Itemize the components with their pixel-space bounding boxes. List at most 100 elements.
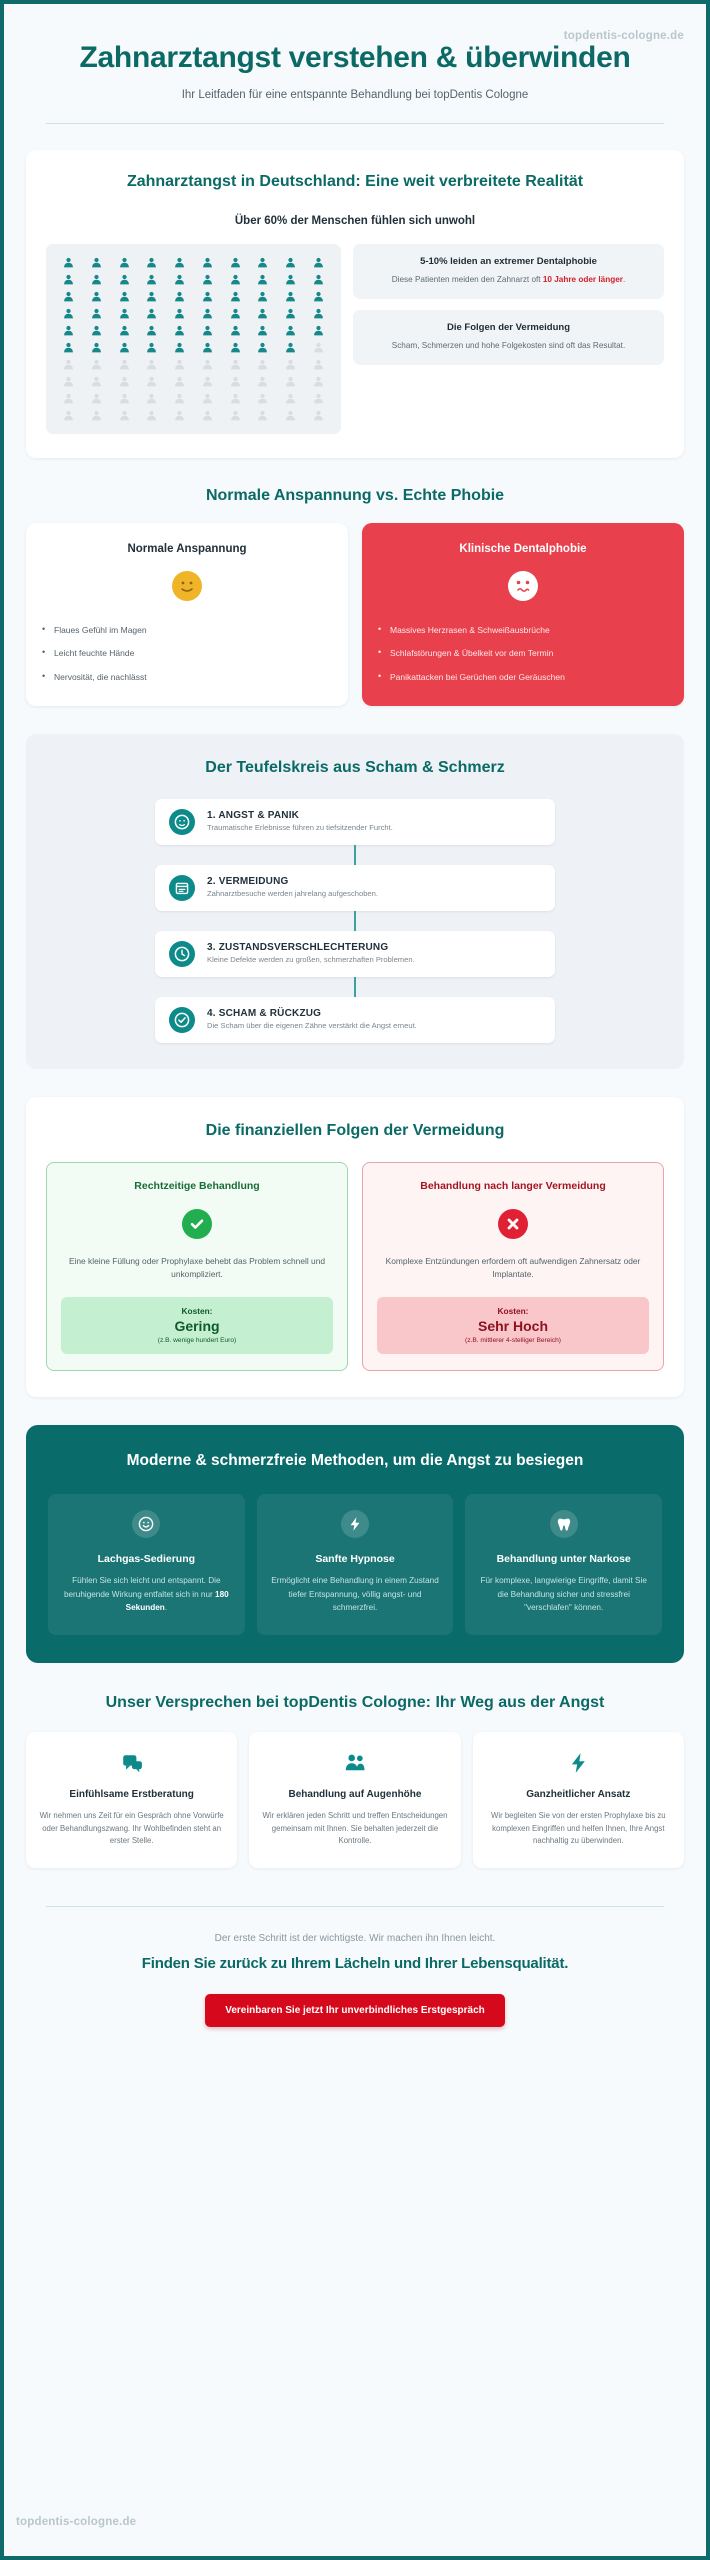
financial-delayed-cost-note: (z.B. mittlerer 4-stelliger Bereich) xyxy=(465,1336,561,1344)
cycle-step[interactable]: 1. ANGST & PANIK Traumatische Erlebnisse … xyxy=(155,798,555,845)
person-icon-muted xyxy=(146,393,157,404)
cycle-section: Der Teufelskreis aus Scham & Schmerz 1. … xyxy=(26,733,684,1069)
person-icon-highlighted xyxy=(285,291,296,302)
person-icon-highlighted xyxy=(313,257,324,268)
person-icon-muted xyxy=(63,359,74,370)
phobia-text-after: . xyxy=(622,275,626,285)
person-icon-muted xyxy=(91,410,102,421)
person-icon-muted xyxy=(285,393,296,404)
footer-section: Der erste Schritt ist der wichtigste. Wi… xyxy=(4,1907,706,2028)
footer-lead: Der erste Schritt ist der wichtigste. Wi… xyxy=(214,1933,496,1945)
person-icon-highlighted xyxy=(230,342,241,353)
person-icon-muted xyxy=(174,410,185,421)
person-icon-highlighted xyxy=(202,291,213,302)
financial-card-delayed: Behandlung nach langer Vermeidung Komple… xyxy=(362,1161,664,1371)
cycle-step[interactable]: 3. ZUSTANDSVERSCHLECHTERUNG Kleine Defekt… xyxy=(155,930,555,977)
person-icon-muted xyxy=(285,376,296,387)
method-title: Lachgas-Sedierung xyxy=(97,1552,196,1565)
person-icon-highlighted xyxy=(230,257,241,268)
cycle-step[interactable]: 2. VERMEIDUNG Zahnarztbesuche werden jahr… xyxy=(155,864,555,911)
financial-card-timely: Rechtzeitige Behandlung Eine kleine Füll… xyxy=(46,1161,348,1371)
smiling-face-icon xyxy=(172,570,202,601)
financial-timely-cost-note: (z.B. wenige hundert Euro) xyxy=(157,1336,237,1344)
person-icon-highlighted xyxy=(202,342,213,353)
comparison-row: Normale Anspannung Flaues Gefühl im Mage… xyxy=(26,522,684,706)
cycle-step-text: 4. SCHAM & RÜCKZUG Die Scham über die eig… xyxy=(207,1008,417,1032)
method-card: Behandlung unter Narkose Für komplexe, la… xyxy=(465,1493,663,1635)
person-icon-highlighted xyxy=(202,274,213,285)
person-icon-highlighted xyxy=(91,274,102,285)
lightning-bolt-icon xyxy=(486,1750,671,1776)
person-icon-muted xyxy=(146,410,157,421)
cycle-step-text: 1. ANGST & PANIK Traumatische Erlebnisse … xyxy=(207,810,393,834)
person-icon-highlighted xyxy=(119,308,130,319)
financial-title: Die finanziellen Folgen der Vermeidung xyxy=(205,1121,505,1139)
person-icon-muted xyxy=(285,359,296,370)
method-title: Sanfte Hypnose xyxy=(315,1552,395,1565)
person-icon-highlighted xyxy=(146,342,157,353)
person-icon-muted xyxy=(63,393,74,404)
person-icon-highlighted xyxy=(146,257,157,268)
comparison-phobia-icon-wrap xyxy=(378,570,668,606)
comparison-phobia-item: Schlafstörungen & Übelkeit vor dem Termi… xyxy=(378,646,668,660)
person-icon-highlighted xyxy=(146,308,157,319)
comparison-phobia-title: Klinische Dentalphobie xyxy=(459,542,587,555)
promise-card-text: Wir nehmen uns Zeit für ein Gespräch ohn… xyxy=(39,1810,224,1846)
person-icon-muted xyxy=(202,410,213,421)
hero-section: Zahnarztangst verstehen & überwinden Ihr… xyxy=(4,4,706,101)
phobia-text-before: Diese Patienten meiden den Zahnarzt oft xyxy=(391,275,543,285)
stats-section: Zahnarztangst in Deutschland: Eine weit … xyxy=(26,150,684,458)
person-icon-muted xyxy=(257,410,268,421)
financial-section: Die finanziellen Folgen der Vermeidung R… xyxy=(26,1096,684,1397)
promise-card: Einfühlsame Erstberatung Wir nehmen uns Z… xyxy=(26,1731,238,1869)
cycle-steps: 1. ANGST & PANIK Traumatische Erlebnisse … xyxy=(155,798,555,1043)
person-icon-highlighted xyxy=(174,325,185,336)
person-icon-muted xyxy=(313,410,324,421)
method-title: Behandlung unter Narkose xyxy=(496,1552,631,1565)
pictogram-chart xyxy=(46,243,341,434)
financial-timely-cost: Kosten: Gering (z.B. wenige hundert Euro… xyxy=(61,1296,333,1354)
person-icon-highlighted xyxy=(119,325,130,336)
cycle-title: Der Teufelskreis aus Scham & Schmerz xyxy=(205,758,505,776)
person-icon-highlighted xyxy=(230,308,241,319)
person-icon-muted xyxy=(313,342,324,353)
financial-delayed-cost: Kosten: Sehr Hoch (z.B. mittlerer 4-stel… xyxy=(377,1296,649,1354)
comparison-calm-item: Leicht feuchte Hände xyxy=(42,646,332,660)
person-icon-highlighted xyxy=(63,274,74,285)
phobia-text-highlight: 10 Jahre oder länger xyxy=(542,275,623,285)
tooth-sleep-icon xyxy=(549,1509,578,1538)
person-icon-muted xyxy=(257,376,268,387)
person-icon-muted xyxy=(230,359,241,370)
promise-row: Einfühlsame Erstberatung Wir nehmen uns Z… xyxy=(26,1731,684,1869)
person-icon-highlighted xyxy=(202,257,213,268)
comparison-calm-icon-wrap xyxy=(42,570,332,606)
method-card: Sanfte Hypnose Ermöglicht eine Behandlung… xyxy=(256,1493,454,1635)
person-icon-highlighted xyxy=(230,274,241,285)
page-title: Zahnarztangst verstehen & überwinden xyxy=(79,41,631,74)
promise-card-title: Behandlung auf Augenhöhe xyxy=(288,1788,422,1800)
person-icon-highlighted xyxy=(257,257,268,268)
methods-row: Lachgas-Sedierung Fühlen Sie sich leicht … xyxy=(48,1493,663,1635)
person-icon-muted xyxy=(202,376,213,387)
method-card: Lachgas-Sedierung Fühlen Sie sich leicht … xyxy=(48,1493,245,1635)
person-icon-highlighted xyxy=(63,257,74,268)
person-icon-highlighted xyxy=(63,291,74,302)
person-icon-highlighted xyxy=(174,342,185,353)
cycle-step-title: 1. ANGST & PANIK xyxy=(207,809,300,821)
person-icon-highlighted xyxy=(257,342,268,353)
person-icon-muted xyxy=(119,359,130,370)
person-icon-highlighted xyxy=(285,274,296,285)
methods-title: Moderne & schmerzfreie Methoden, um die … xyxy=(126,1451,584,1469)
person-icon-highlighted xyxy=(285,257,296,268)
cta-button[interactable]: Vereinbaren Sie jetzt Ihr unverbindliche… xyxy=(205,1994,505,2028)
cycle-step[interactable]: 4. SCHAM & RÜCKZUG Die Scham über die eig… xyxy=(155,996,555,1043)
comparison-title: Normale Anspannung vs. Echte Phobie xyxy=(205,486,505,504)
cycle-connector xyxy=(354,976,356,997)
lightning-bolt-icon xyxy=(341,1509,369,1538)
anxious-face-icon xyxy=(508,570,538,601)
cycle-step-description: Kleine Defekte werden zu großen, schmerz… xyxy=(207,954,415,964)
person-icon-muted xyxy=(174,393,185,404)
check-mark-icon xyxy=(182,1208,212,1239)
person-icon-highlighted xyxy=(202,325,213,336)
person-icon-muted xyxy=(257,359,268,370)
